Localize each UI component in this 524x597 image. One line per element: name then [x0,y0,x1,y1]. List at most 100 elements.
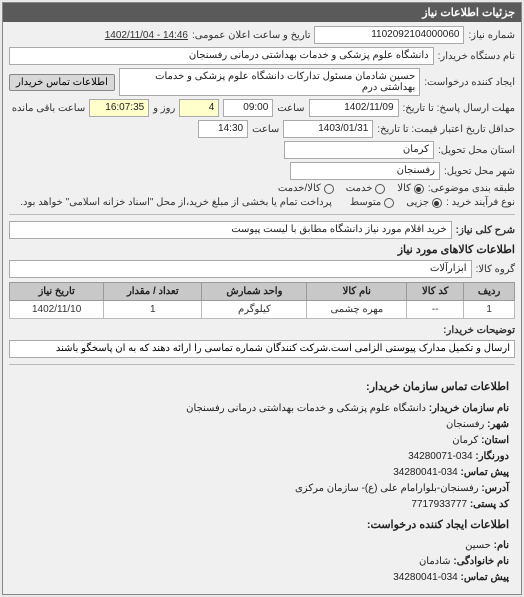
contact-province-label: استان: [481,435,509,446]
contact-phone-line: پیش تماس: 034-34280041 [15,465,509,481]
table-row: 1 -- مهره چشمی کیلوگرم 1 1402/11/10 [10,301,515,319]
purchase-type-label: نوع فرآیند خرید : [446,197,515,208]
radio-goods-service[interactable] [324,184,334,194]
purchase-note: پرداخت تمام یا بخشی از مبلغ خرید،از محل … [20,197,332,208]
contact-province-line: استان: کرمان [15,433,509,449]
contact-city-line: شهر: رفسنجان [15,417,509,433]
radio-medium-group[interactable]: متوسط [350,197,394,208]
row-deadline: مهلت ارسال پاسخ: تا تاریخ: 1402/11/09 سا… [9,99,515,117]
row-remarks: توضیحات خریدار: ارسال و تکمیل مدارک پیوس… [9,325,515,358]
announce-datetime-label: تاریخ و ساعت اعلان عمومی: [192,30,311,41]
cell-row: 1 [464,301,515,319]
contact-province-value: کرمان [452,435,478,446]
validity-time-label: ساعت [252,124,279,135]
request-creator-field: حسین شادمان مسئول تدارکات دانشگاه علوم پ… [119,68,420,96]
creator-lastname-line: نام خانوادگی: شادمان [15,554,509,570]
remaining-time-label: ساعت باقی مانده [12,103,85,114]
contact-address-line: آدرس: رفسنجان-بلوارامام علی (ع)- سازمان … [15,481,509,497]
table-header-row: ردیف کد کالا نام کالا واحد شمارش تعداد /… [10,283,515,301]
buyer-org-label: نام دستگاه خریدار: [438,51,515,62]
city-field: رفسنجان [290,162,440,180]
contact-postal-line: کد پستی: 7717933777 [15,497,509,513]
goods-section-title: اطلاعات کالاهای مورد نیاز [9,243,515,256]
goods-group-label: گروه کالا: [476,264,515,275]
creator-name-value: حسین [465,540,491,551]
radio-goods-service-label: کالا/خدمت [278,183,321,194]
request-creator-label: ایجاد کننده درخواست: [424,77,515,88]
col-qty: تعداد / مقدار [104,283,202,301]
radio-low-label: جزیی [406,197,429,208]
creator-phone-label: پیش تماس: [461,572,509,583]
category-label: طبقه بندی موضوعی: [428,183,515,194]
contact-fax-line: دورنگار: 034-34280071 [15,449,509,465]
announce-datetime-value: 14:46 - 1402/11/04 [105,30,188,41]
deadline-label: مهلت ارسال پاسخ: تا تاریخ: [403,103,515,114]
goods-table: ردیف کد کالا نام کالا واحد شمارش تعداد /… [9,282,515,319]
row-request-no: شماره نیاز: 1102092104000060 تاریخ و ساع… [9,26,515,44]
creator-phone-value: 034-34280041 [393,572,458,583]
row-request-creator: ایجاد کننده درخواست: حسین شادمان مسئول ت… [9,68,515,96]
radio-medium-label: متوسط [350,197,381,208]
contact-fax-label: دورنگار: [475,451,509,462]
deadline-time-field: 09:00 [223,99,273,117]
deadline-time-label: ساعت [277,103,304,114]
col-date: تاریخ نیاز [10,283,104,301]
row-desc: شرح کلی نیاز: خرید اقلام مورد نیاز دانشگ… [9,221,515,239]
radio-low[interactable] [432,198,442,208]
contact-phone-label: پیش تماس: [461,467,509,478]
cell-code: -- [407,301,464,319]
creator-lastname-value: شادمان [419,556,451,567]
divider [9,214,515,215]
row-city: شهر محل تحویل: رفسنجان [9,162,515,180]
radio-goods-group[interactable]: کالا [397,183,424,194]
cell-unit: کیلوگرم [202,301,307,319]
radio-service-group[interactable]: خدمت [346,183,386,194]
panel-title: جزئیات اطلاعات نیاز [3,3,521,22]
need-details-panel: جزئیات اطلاعات نیاز شماره نیاز: 11020921… [2,2,522,595]
validity-label: حداقل تاریخ اعتبار قیمت: تا تاریخ: [377,124,515,135]
radio-goods-service-group[interactable]: کالا/خدمت [278,183,334,194]
contact-section-title: اطلاعات تماس سازمان خریدار: [15,379,509,397]
desc-field: خرید اقلام مورد نیاز دانشگاه مطابق با لی… [9,221,452,239]
contact-city-value: رفسنجان [446,419,484,430]
cell-qty: 1 [104,301,202,319]
remaining-days-field: 4 [179,99,219,117]
buyer-org-field: دانشگاه علوم پزشکی و خدمات بهداشتی درمان… [9,47,434,65]
contact-address-label: آدرس: [481,483,509,494]
contact-phone-value: 034-34280041 [393,467,458,478]
contact-fax-value: 034-34280071 [408,451,473,462]
contact-address-value: رفسنجان-بلوارامام علی (ع)- سازمان مرکزی [295,483,479,494]
col-unit: واحد شمارش [202,283,307,301]
contact-org-label: نام سازمان خریدار: [429,403,509,414]
contact-info-button[interactable]: اطلاعات تماس خریدار [9,74,115,91]
panel-body: شماره نیاز: 1102092104000060 تاریخ و ساع… [3,22,521,594]
validity-time-field: 14:30 [198,120,248,138]
radio-service[interactable] [375,184,385,194]
remarks-field: ارسال و تکمیل مدارک پیوستی الزامی است.شر… [9,340,515,358]
creator-phone-line: پیش تماس: 034-34280041 [15,570,509,586]
radio-medium[interactable] [384,198,394,208]
radio-low-group[interactable]: جزیی [406,197,442,208]
row-goods-group: گروه کالا: ابزارآلات [9,260,515,278]
creator-section-title: اطلاعات ایجاد کننده درخواست: [15,517,509,535]
contact-org-line: نام سازمان خریدار: دانشگاه علوم پزشکی و … [15,401,509,417]
creator-lastname-label: نام خانوادگی: [453,556,509,567]
remaining-time-field: 16:07:35 [89,99,149,117]
validity-date-field: 1403/01/31 [283,120,373,138]
remarks-label: توضیحات خریدار: [443,325,515,336]
cell-date: 1402/11/10 [10,301,104,319]
city-label: شهر محل تحویل: [444,166,515,177]
row-purchase-type: نوع فرآیند خرید : جزیی متوسط پرداخت تمام… [9,197,515,208]
col-code: کد کالا [407,283,464,301]
divider-2 [9,364,515,365]
province-label: استان محل تحویل: [438,145,515,156]
creator-name-line: نام: حسین [15,538,509,554]
contact-org-value: دانشگاه علوم پزشکی و خدمات بهداشتی درمان… [186,403,426,414]
row-category: طبقه بندی موضوعی: کالا خدمت کالا/خدمت [9,183,515,194]
contact-info-block: اطلاعات تماس سازمان خریدار: نام سازمان خ… [9,371,515,590]
goods-group-field: ابزارآلات [9,260,472,278]
contact-city-label: شهر: [487,419,509,430]
col-row: ردیف [464,283,515,301]
radio-goods[interactable] [414,184,424,194]
request-no-field: 1102092104000060 [314,26,464,44]
